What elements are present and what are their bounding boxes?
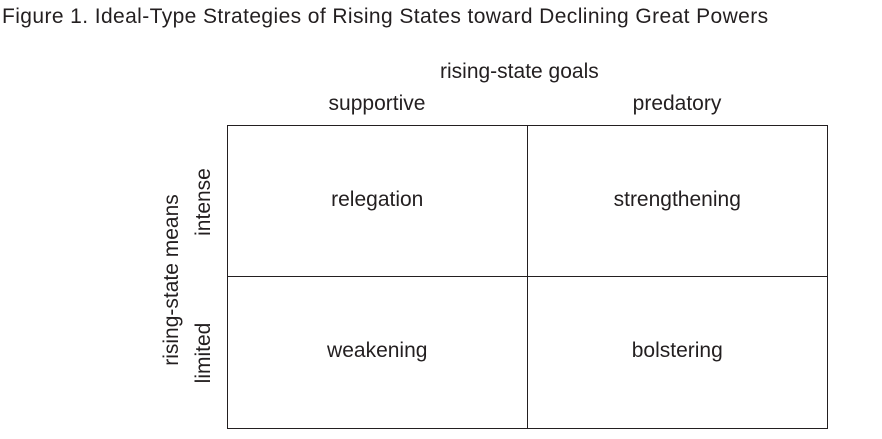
row-label-limited: limited bbox=[192, 322, 215, 384]
goals-axis-title: rising-state goals bbox=[440, 60, 599, 83]
figure-title: Figure 1. Ideal-Type Strategies of Risin… bbox=[2, 5, 769, 28]
column-label-supportive: supportive bbox=[328, 92, 426, 115]
cell-label-relegation: relegation bbox=[331, 188, 424, 211]
matrix-cell-intense-supportive: relegation bbox=[228, 126, 528, 277]
cell-label-bolstering: bolstering bbox=[631, 339, 723, 362]
means-axis-title: rising-state means bbox=[160, 194, 183, 366]
row-label-intense: intense bbox=[192, 168, 215, 236]
cell-label-weakening: weakening bbox=[327, 339, 428, 362]
column-label-predatory: predatory bbox=[632, 92, 722, 115]
matrix-cell-limited-predatory: bolstering bbox=[528, 277, 828, 428]
matrix-cell-limited-supportive: weakening bbox=[228, 277, 528, 428]
matrix-cell-intense-predatory: strengthening bbox=[527, 126, 827, 277]
cell-label-strengthening: strengthening bbox=[613, 188, 741, 211]
strategy-matrix: relegation strengthening weakening bolst… bbox=[227, 125, 828, 429]
